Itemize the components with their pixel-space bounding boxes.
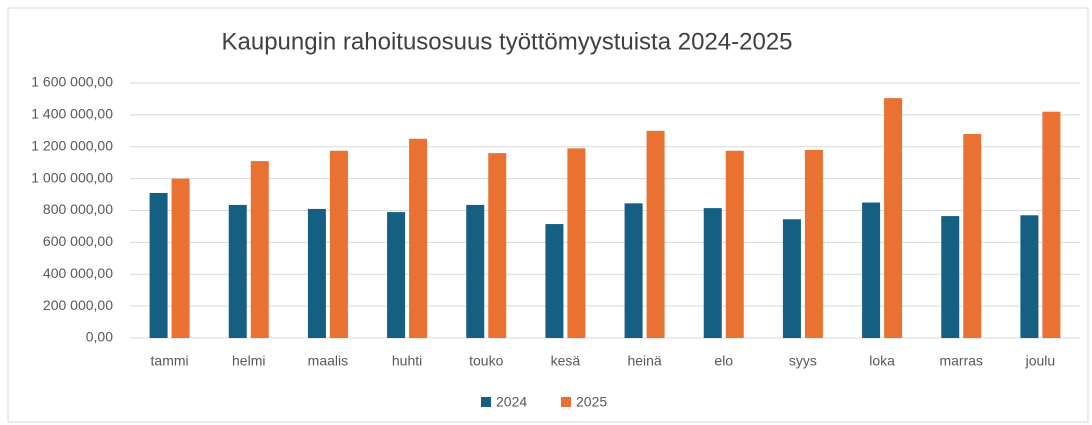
bar [862, 202, 881, 338]
y-tick-label: 600 000,00 [43, 233, 113, 249]
bar [329, 150, 348, 338]
bar [307, 208, 326, 338]
bar [703, 208, 722, 338]
bar [171, 178, 190, 338]
legend-swatch [561, 397, 571, 407]
bar [782, 219, 801, 338]
bar [1020, 215, 1039, 338]
bar [409, 138, 428, 338]
y-tick-label: 1 400 000,00 [31, 106, 113, 122]
bar [646, 130, 665, 338]
bar [387, 212, 406, 338]
x-tick-label: maalis [308, 353, 348, 369]
x-tick-label: kesä [551, 353, 581, 369]
bar [884, 98, 903, 338]
bar [1042, 111, 1061, 338]
x-tick-label: touko [469, 353, 503, 369]
y-tick-label: 1 200 000,00 [31, 137, 113, 153]
y-tick-label: 400 000,00 [43, 265, 113, 281]
bar [228, 204, 247, 338]
legend-label: 2024 [496, 394, 527, 410]
chart-title: Kaupungin rahoitusosuus työttömyystuista… [221, 28, 792, 55]
bar [466, 204, 485, 338]
y-tick-label: 200 000,00 [43, 297, 113, 313]
x-tick-label: elo [714, 353, 733, 369]
bar [624, 203, 643, 338]
x-tick-label: helmi [232, 353, 265, 369]
x-tick-label: tammi [151, 353, 189, 369]
y-tick-label: 0,00 [86, 329, 113, 345]
y-tick-label: 800 000,00 [43, 201, 113, 217]
x-tick-label: huhti [392, 353, 422, 369]
y-tick-label: 1 000 000,00 [31, 169, 113, 185]
bar [963, 134, 982, 338]
bar [725, 150, 744, 338]
y-tick-label: 1 600 000,00 [31, 74, 113, 90]
x-tick-label: syys [789, 353, 817, 369]
x-tick-label: joulu [1025, 353, 1056, 369]
x-tick-label: heinä [627, 353, 661, 369]
bar [149, 192, 168, 338]
legend-label: 2025 [576, 394, 607, 410]
bar [567, 148, 586, 338]
legend-swatch [481, 397, 491, 407]
bar [250, 161, 269, 338]
bar [488, 153, 507, 338]
bar [545, 224, 564, 338]
bar [941, 216, 960, 338]
x-tick-label: loka [869, 353, 895, 369]
x-tick-label: marras [939, 353, 983, 369]
bar [804, 149, 823, 338]
